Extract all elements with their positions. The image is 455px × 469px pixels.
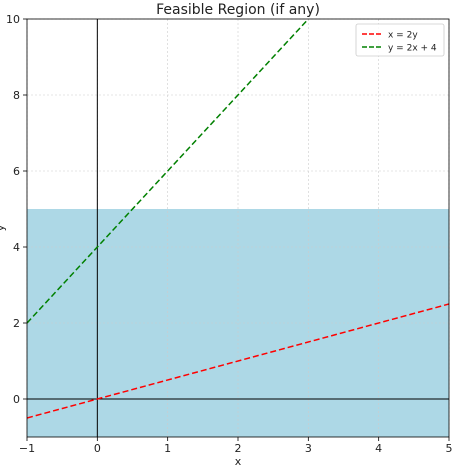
x-tick-label: 5 (446, 442, 453, 455)
legend-label: x = 2y (388, 31, 418, 41)
series-line-1 (27, 303, 449, 419)
y-tick-label: 4 (13, 241, 20, 254)
x-tick-label: 3 (305, 442, 312, 455)
y-tick-label: 8 (13, 89, 20, 102)
y-tick-label: 10 (6, 13, 20, 26)
series-line-2 (27, 19, 309, 324)
y-axis-label: y (0, 224, 7, 231)
x-axis-label: x (235, 455, 242, 468)
x-tick-label: 1 (164, 442, 171, 455)
x-tick-label: 4 (375, 442, 382, 455)
y-tick-label: 6 (13, 165, 20, 178)
x-tick-label: −1 (19, 442, 35, 455)
y-tick-label: 0 (13, 393, 20, 406)
x-tick-label: 0 (94, 442, 101, 455)
y-tick-label: 2 (13, 317, 20, 330)
chart-title: Feasible Region (if any) (156, 2, 320, 18)
series-group (27, 19, 449, 419)
legend-box (355, 23, 445, 57)
x-tick-label: 2 (235, 442, 242, 455)
legend-label: y = 2x + 4 (388, 44, 437, 54)
